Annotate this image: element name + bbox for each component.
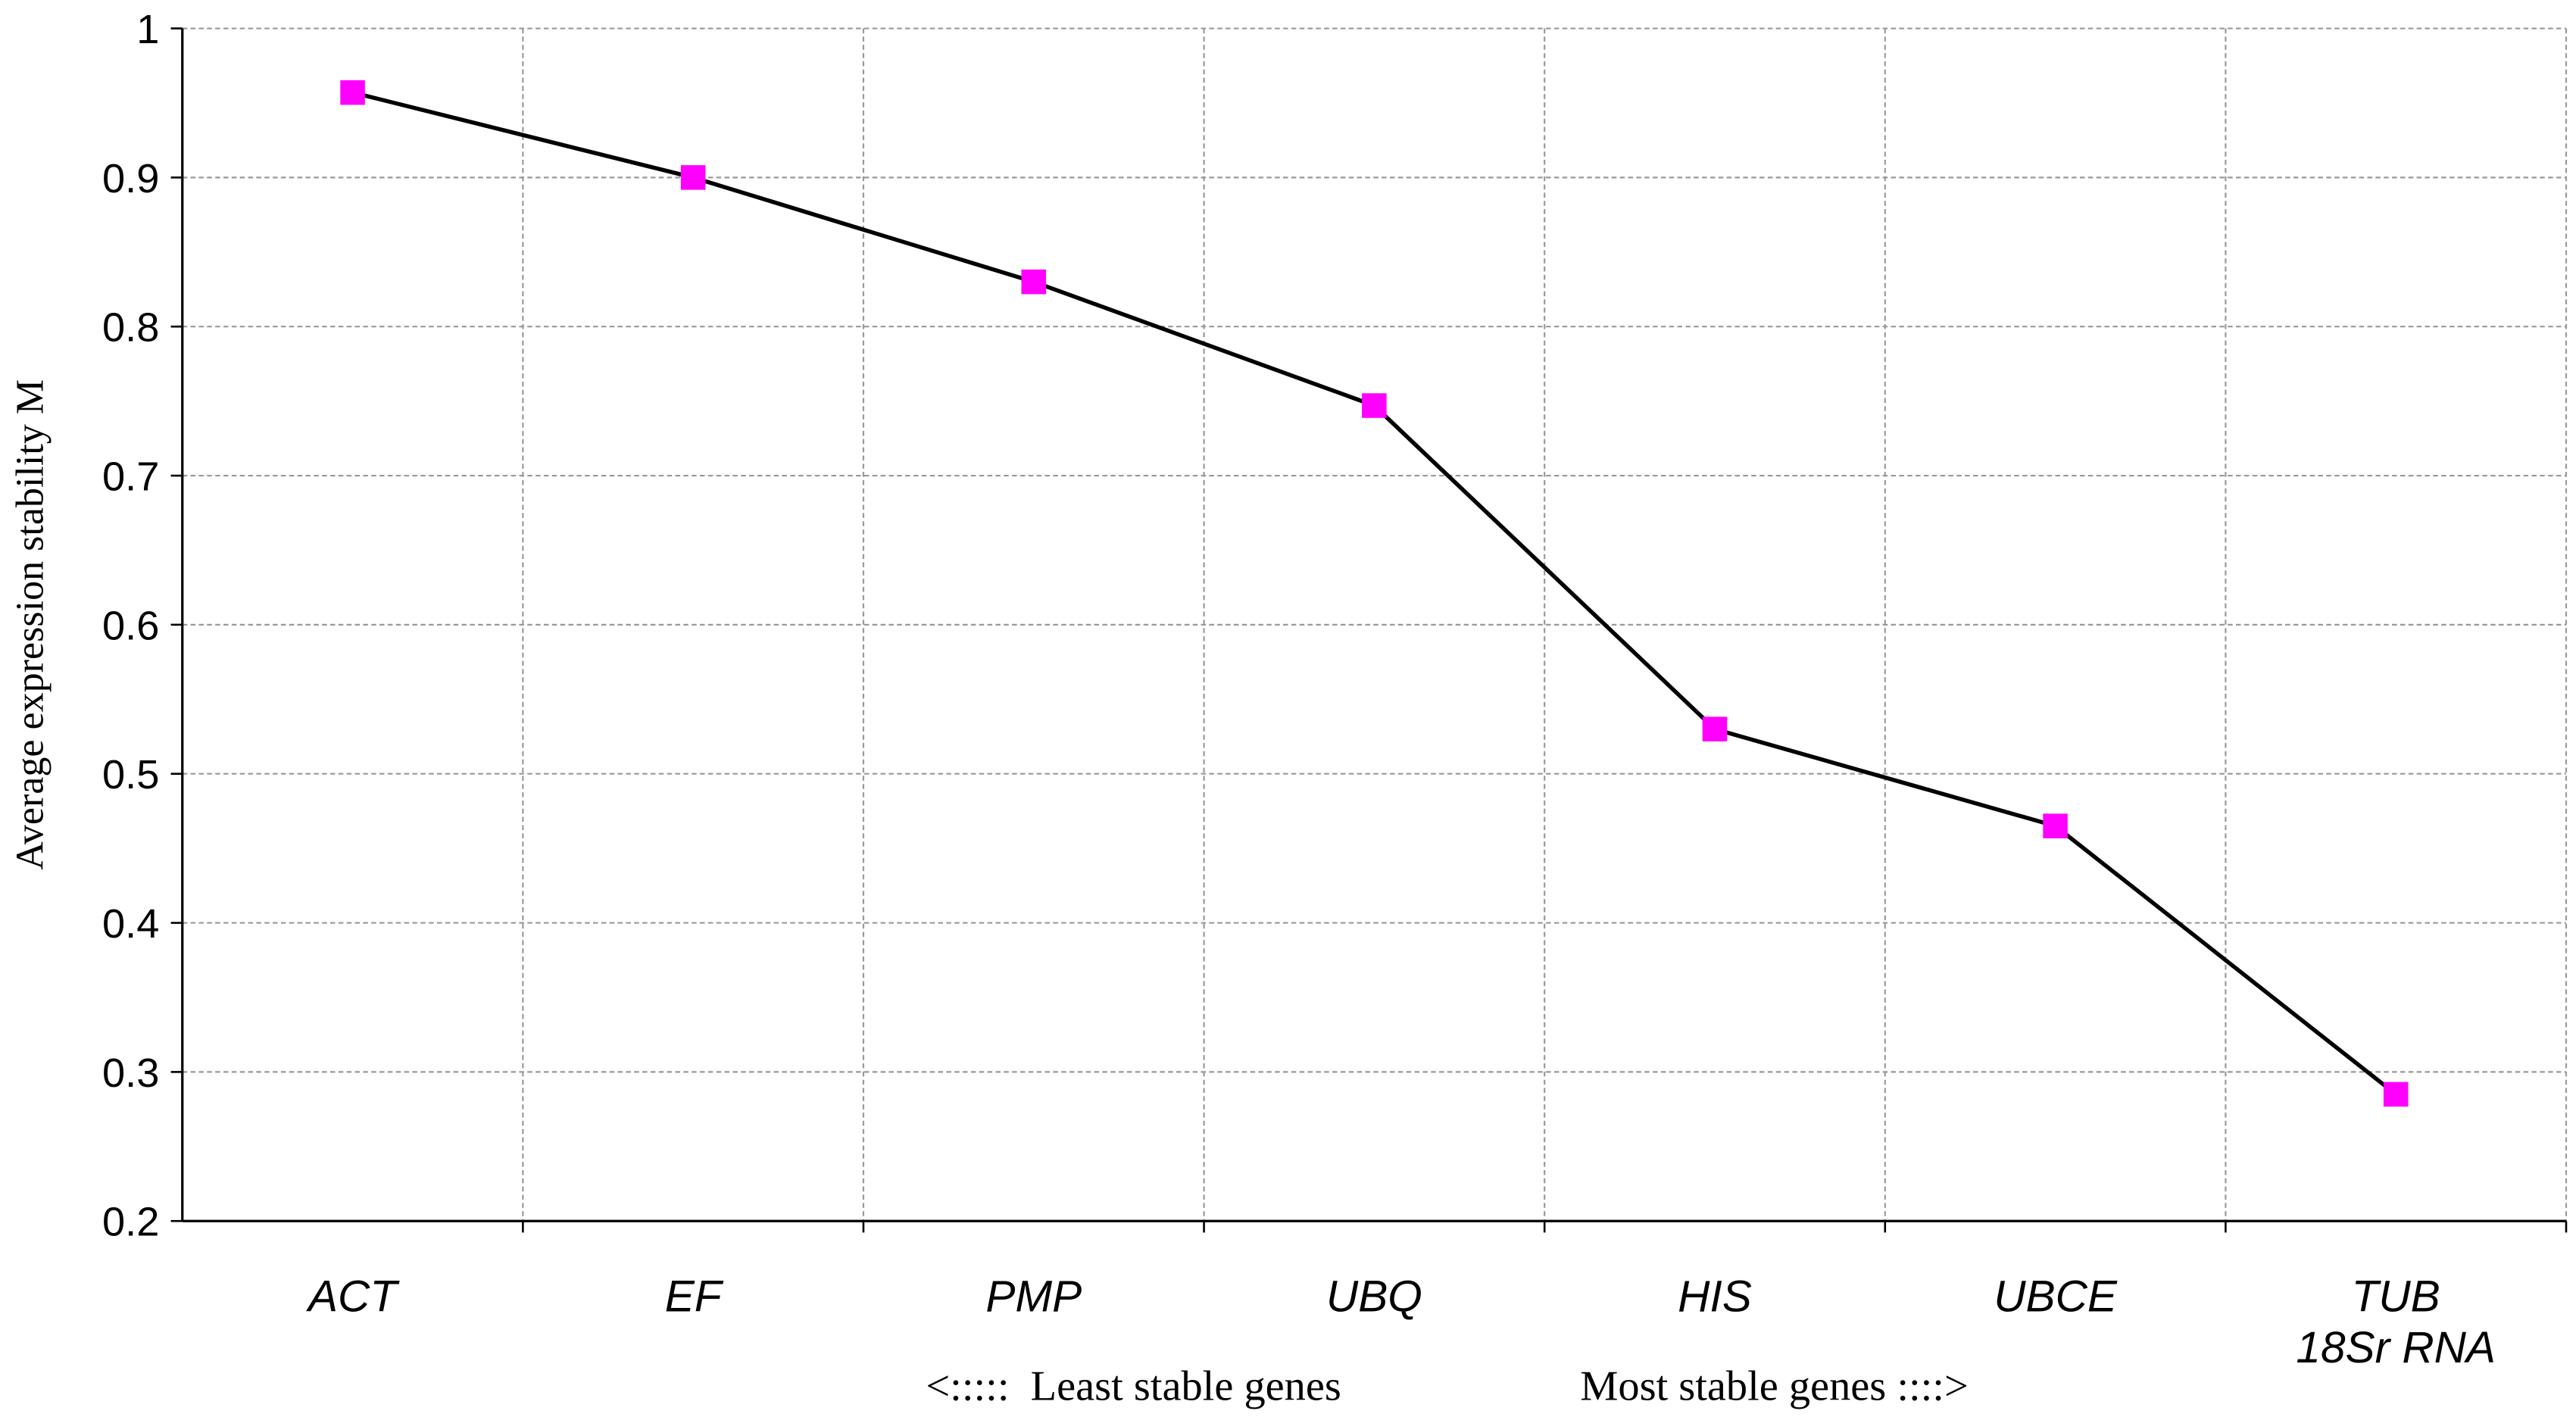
annotation: <::::: Least stable genes: [926, 1363, 1341, 1410]
y-tick-label: 0.7: [102, 454, 159, 500]
x-tick-label: TUB 18Sr RNA: [2296, 1272, 2496, 1372]
x-tick-label: ACT: [306, 1272, 400, 1322]
y-tick-label: 0.3: [102, 1050, 159, 1096]
marker: [1702, 716, 1728, 741]
y-tick-label: 0.5: [102, 752, 159, 797]
x-tick-label: EF: [665, 1272, 724, 1322]
annotation: Most stable genes ::::>: [1580, 1363, 1969, 1410]
marker: [1021, 269, 1047, 295]
marker: [340, 80, 365, 105]
y-tick-label: 0.8: [102, 305, 159, 351]
marker: [2383, 1081, 2409, 1107]
y-tick-label: 1: [136, 7, 159, 52]
x-tick-label: UBCE: [1994, 1272, 2118, 1322]
x-tick-label: HIS: [1678, 1272, 1752, 1322]
y-tick-label: 0.6: [102, 603, 159, 648]
y-tick-label: 0.4: [102, 901, 159, 947]
y-axis-label: Average expression stability M: [8, 379, 52, 870]
marker: [2043, 813, 2068, 838]
line: [351, 90, 2397, 1097]
y-tick-label: 0.2: [102, 1200, 159, 1245]
marker: [680, 165, 706, 190]
x-tick-label: PMP: [985, 1272, 1082, 1322]
y-tick-label: 0.9: [102, 156, 159, 201]
marker: [1362, 393, 1387, 418]
x-tick-label: UBQ: [1326, 1272, 1422, 1322]
